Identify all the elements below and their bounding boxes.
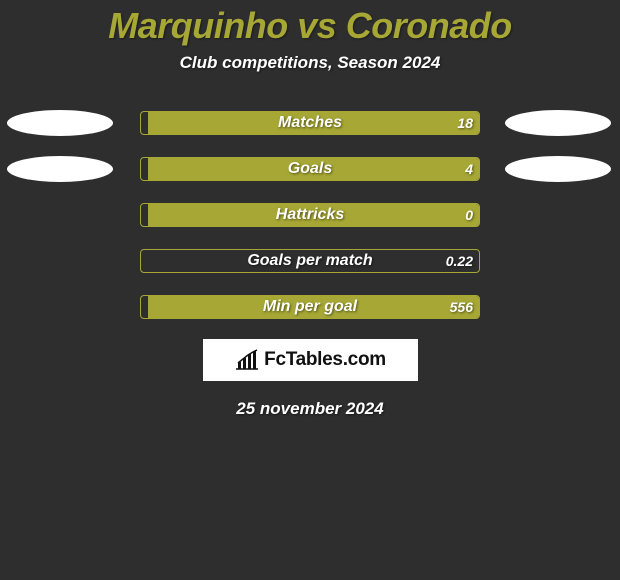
logo-box: FcTables.com: [203, 339, 418, 381]
stat-bar-track: Goals per match 0.22: [140, 249, 480, 273]
bar-chart-icon: [234, 349, 260, 371]
comparison-infographic: Marquinho vs Coronado Club competitions,…: [0, 0, 620, 419]
player-photo-oval-left: [7, 156, 113, 182]
stat-value-right: 4: [465, 161, 473, 177]
page-title: Marquinho vs Coronado: [0, 5, 620, 53]
stat-value-right: 18: [457, 115, 473, 131]
stats-rows: Matches 18 Goals 4 Hattricks 0 Goals per match…: [0, 111, 620, 319]
stat-row: Matches 18: [0, 111, 620, 135]
stat-label: Matches: [278, 114, 342, 132]
stat-bar-track: Goals 4: [140, 157, 480, 181]
stat-row: Hattricks 0: [0, 203, 620, 227]
stat-row: Min per goal 556: [0, 295, 620, 319]
stat-label: Goals per match: [247, 252, 372, 270]
stat-value-right: 0.22: [446, 253, 473, 269]
stat-row: Goals per match 0.22: [0, 249, 620, 273]
stat-bar-track: Min per goal 556: [140, 295, 480, 319]
stat-value-right: 0: [465, 207, 473, 223]
stat-value-right: 556: [450, 299, 473, 315]
player-photo-oval-right: [505, 110, 611, 136]
page-subtitle: Club competitions, Season 2024: [0, 53, 620, 73]
stat-label: Goals: [288, 160, 332, 178]
player-photo-oval-right: [505, 156, 611, 182]
stat-row: Goals 4: [0, 157, 620, 181]
date-text: 25 november 2024: [0, 399, 620, 419]
stat-label: Min per goal: [263, 298, 357, 316]
stat-label: Hattricks: [276, 206, 344, 224]
player-photo-oval-left: [7, 110, 113, 136]
logo-text: FcTables.com: [264, 349, 386, 371]
stat-bar-track: Hattricks 0: [140, 203, 480, 227]
stat-bar-track: Matches 18: [140, 111, 480, 135]
